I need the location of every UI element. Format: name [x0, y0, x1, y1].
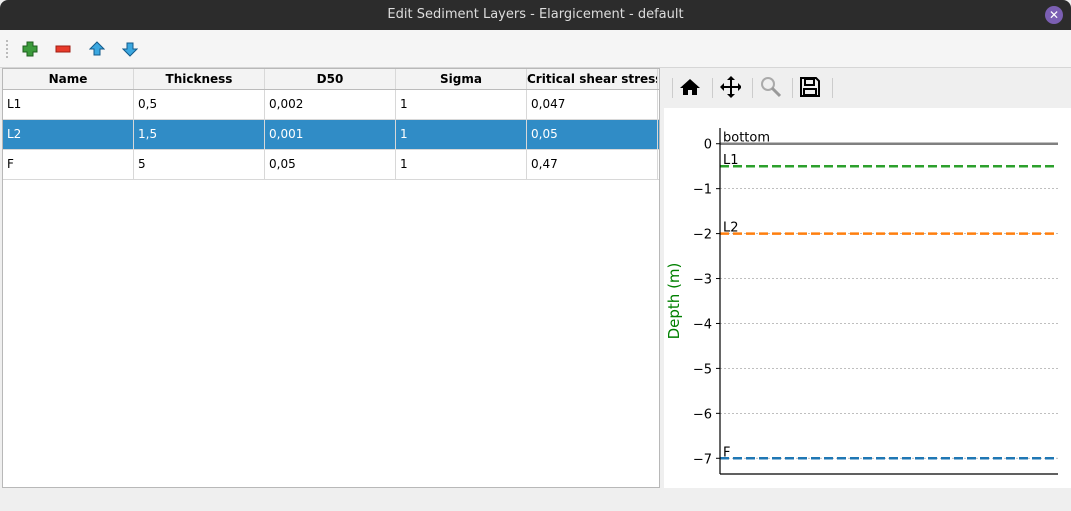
- plus-icon: [22, 41, 38, 57]
- pan-icon: [720, 76, 741, 98]
- y-tick-label: −1: [693, 183, 712, 198]
- cell-d50[interactable]: 0,05: [265, 150, 396, 179]
- layer-label-F: F: [723, 445, 730, 460]
- column-header-critical-shear-stress[interactable]: Critical shear stress: [527, 69, 658, 89]
- plot-panel: 0 −1 −2 −3 −4 −5 −6 −7 bottom L1 L2 F Depth (m): [664, 68, 1071, 488]
- zoom-icon: [761, 77, 781, 98]
- save-button[interactable]: [799, 76, 821, 98]
- column-header-sigma[interactable]: Sigma: [396, 69, 527, 89]
- zoom-button[interactable]: [759, 76, 781, 98]
- cell-sigma[interactable]: 1: [396, 150, 527, 179]
- cell-thickness[interactable]: 1,5: [134, 120, 265, 149]
- cell-d50[interactable]: 0,001: [265, 120, 396, 149]
- depth-chart[interactable]: 0 −1 −2 −3 −4 −5 −6 −7 bottom L1 L2 F Depth (m): [664, 108, 1071, 488]
- y-tick-label: −5: [693, 362, 712, 377]
- column-header-name[interactable]: Name: [3, 69, 134, 89]
- cell-name[interactable]: F: [3, 150, 134, 179]
- add-layer-button[interactable]: [19, 38, 41, 60]
- cell-sigma[interactable]: 1: [396, 120, 527, 149]
- remove-layer-button[interactable]: [52, 38, 74, 60]
- home-icon: [680, 79, 700, 95]
- toolbar: [0, 30, 1071, 68]
- y-tick-label: −7: [693, 452, 712, 467]
- cell-sigma[interactable]: 1: [396, 90, 527, 119]
- column-header-thickness[interactable]: Thickness: [134, 69, 265, 89]
- y-tick-label: −4: [693, 317, 712, 332]
- cell-d50[interactable]: 0,002: [265, 90, 396, 119]
- cell-name[interactable]: L2: [3, 120, 134, 149]
- layer-label-L2: L2: [723, 221, 739, 236]
- arrow-up-icon: [89, 41, 105, 56]
- y-tick-label: −2: [693, 228, 712, 243]
- cell-name[interactable]: L1: [3, 90, 134, 119]
- pan-button[interactable]: [719, 76, 741, 98]
- move-down-button[interactable]: [119, 38, 141, 60]
- window-title: Edit Sediment Layers - Elargicement - de…: [387, 7, 684, 22]
- table-row[interactable]: L1 0,5 0,002 1 0,047: [3, 90, 659, 120]
- table-row-selected[interactable]: L2 1,5 0,001 1 0,05: [3, 120, 659, 150]
- close-icon[interactable]: ✕: [1045, 6, 1063, 24]
- cell-thickness[interactable]: 0,5: [134, 90, 265, 119]
- sediment-layers-table: Name Thickness D50 Sigma Critical shear …: [2, 68, 660, 488]
- minus-icon: [55, 45, 71, 53]
- table-header: Name Thickness D50 Sigma Critical shear …: [3, 69, 659, 90]
- move-up-button[interactable]: [86, 38, 108, 60]
- cell-critical-shear-stress[interactable]: 0,47: [527, 150, 658, 179]
- title-bar: Edit Sediment Layers - Elargicement - de…: [0, 0, 1071, 30]
- y-axis-label: Depth (m): [665, 263, 683, 340]
- cell-thickness[interactable]: 5: [134, 150, 265, 179]
- y-tick-label: −3: [693, 273, 712, 288]
- plot-toolbar: [664, 68, 1071, 108]
- home-button[interactable]: [679, 76, 701, 98]
- cell-critical-shear-stress[interactable]: 0,047: [527, 90, 658, 119]
- toolbar-grip[interactable]: [6, 40, 9, 58]
- table-row[interactable]: F 5 0,05 1 0,47: [3, 150, 659, 180]
- column-header-d50[interactable]: D50: [265, 69, 396, 89]
- arrow-down-icon: [122, 42, 138, 57]
- layer-label-bottom: bottom: [723, 131, 770, 146]
- y-tick-label: −6: [693, 407, 712, 422]
- y-tick-label: 0: [704, 138, 712, 153]
- cell-critical-shear-stress[interactable]: 0,05: [527, 120, 658, 149]
- layer-label-L1: L1: [723, 153, 739, 168]
- status-bar: [0, 488, 1071, 511]
- save-icon: [800, 77, 820, 97]
